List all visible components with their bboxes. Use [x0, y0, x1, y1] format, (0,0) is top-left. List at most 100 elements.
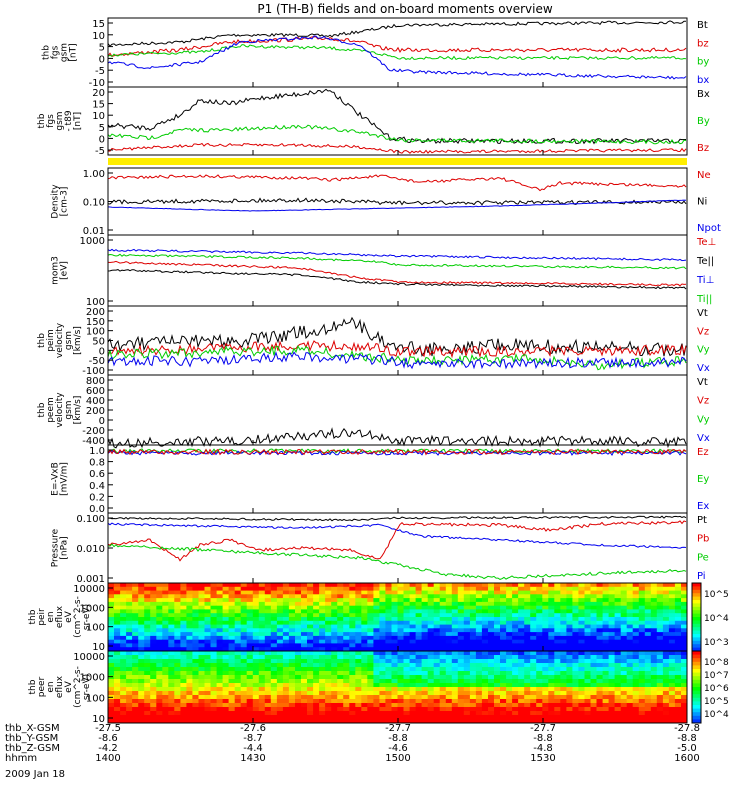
spectrogram-cell [252, 632, 260, 637]
spectrogram-cell [578, 691, 585, 696]
spectrogram-cell [560, 691, 567, 696]
spectrogram-cell [337, 601, 344, 607]
spectrogram-cell [572, 679, 579, 684]
spectrogram-cell [439, 628, 447, 633]
spectrogram-cell [572, 675, 579, 680]
spectrogram-cell [626, 643, 634, 648]
spectrogram-cell [584, 659, 591, 664]
spectrogram-cell [379, 675, 386, 680]
spectrogram-cell [427, 583, 435, 588]
x-axis-value: -27.8 [674, 723, 700, 734]
spectrogram-cell [554, 605, 561, 610]
spectrogram-cell [608, 620, 616, 626]
spectrogram-cell [662, 683, 670, 688]
spectrogram-cell [626, 613, 634, 618]
spectrogram-cell [282, 719, 290, 724]
spectrogram-cell [494, 659, 501, 664]
spectrogram-cell [192, 583, 199, 588]
spectrogram-cell [439, 707, 447, 712]
spectrogram-cell [512, 647, 519, 652]
spectrogram-cell [530, 601, 537, 607]
spectrogram-cell [307, 659, 314, 664]
spectrogram-cell [222, 598, 230, 603]
spectrogram-cell [198, 590, 205, 595]
spectrogram-cell [512, 699, 519, 704]
spectrogram-cell [373, 659, 380, 664]
colorbar-cell [692, 672, 701, 677]
spectrogram-cell [656, 675, 664, 680]
spectrogram-cell [126, 707, 133, 712]
spectrogram-cell [439, 711, 447, 716]
spectrogram-cell [397, 632, 404, 637]
spectrogram-cell [331, 667, 338, 672]
spectrogram-cell [331, 663, 338, 668]
spectrogram-cell [349, 663, 356, 668]
spectrogram-cell [590, 711, 597, 716]
spectrogram-cell [638, 598, 646, 603]
spectrogram-cell [282, 583, 290, 588]
spectrogram-cell [270, 590, 278, 595]
y-tick-label: 0.8 [89, 458, 105, 469]
spectrogram-cell [421, 601, 429, 607]
spectrogram-cell [457, 679, 465, 684]
spectrogram-cell [602, 687, 610, 692]
spectrogram-cell [210, 598, 217, 603]
spectrogram-cell [469, 628, 477, 633]
spectrogram-cell [204, 663, 211, 668]
legend-entry: Vx [697, 363, 710, 374]
spectrogram-cell [475, 707, 483, 712]
spectrogram-cell [343, 695, 350, 700]
spectrogram-cell [252, 590, 260, 595]
spectrogram-cell [524, 609, 531, 614]
spectrogram-cell [228, 601, 236, 607]
spectrogram-cell [554, 691, 561, 696]
spectrogram-cell [475, 699, 483, 704]
spectrogram-cell [361, 675, 368, 680]
spectrogram-cell [566, 632, 573, 637]
spectrogram-cell [114, 605, 121, 610]
spectrogram-cell [518, 715, 525, 720]
spectrogram-cell [614, 647, 622, 652]
spectrogram-cell [313, 632, 320, 637]
spectrogram-cell [662, 586, 670, 592]
spectrogram-cell [367, 699, 374, 704]
spectrogram-cell [500, 667, 507, 672]
spectrogram-cell [361, 651, 368, 656]
spectrogram-cell [530, 675, 537, 680]
spectrogram-cell [156, 711, 163, 716]
spectrogram-cell [337, 605, 344, 610]
spectrogram-cell [373, 707, 380, 712]
spectrogram-cell [391, 620, 398, 626]
spectrogram-cell [638, 707, 646, 712]
spectrogram-cell [367, 655, 374, 660]
spectrogram-cell [319, 639, 326, 644]
spectrogram-cell [608, 635, 616, 641]
spectrogram-cell [120, 594, 127, 599]
spectrogram-cell [397, 671, 404, 676]
spectrogram-cell [325, 651, 332, 656]
y-axis-label: [cm-3] [60, 187, 70, 217]
spectrogram-cell [397, 707, 404, 712]
legend-entry: bz [697, 38, 709, 49]
spectrogram-cell [439, 647, 447, 652]
spectrogram-cell [608, 647, 616, 652]
spectrogram-cell [403, 605, 410, 610]
legend-entry: Vz [697, 396, 709, 407]
spectrogram-cell [120, 663, 127, 668]
spectrogram-cell [367, 635, 374, 641]
spectrogram-cell [439, 624, 447, 629]
spectrogram-cell [295, 586, 302, 592]
spectrogram-cell [234, 715, 242, 720]
spectrogram-cell [608, 683, 616, 688]
spectrogram-cell [210, 609, 217, 614]
spectrogram-cell [602, 699, 610, 704]
spectrogram-cell [132, 624, 139, 629]
spectrogram-cell [162, 643, 169, 648]
spectrogram-cell [650, 628, 658, 633]
spectrogram-cell [264, 687, 272, 692]
spectrogram-cell [512, 675, 519, 680]
spectrogram-cell [397, 647, 404, 652]
spectrogram-cell [337, 703, 344, 708]
spectrogram-cell [355, 605, 362, 610]
spectrogram-cell [258, 659, 266, 664]
